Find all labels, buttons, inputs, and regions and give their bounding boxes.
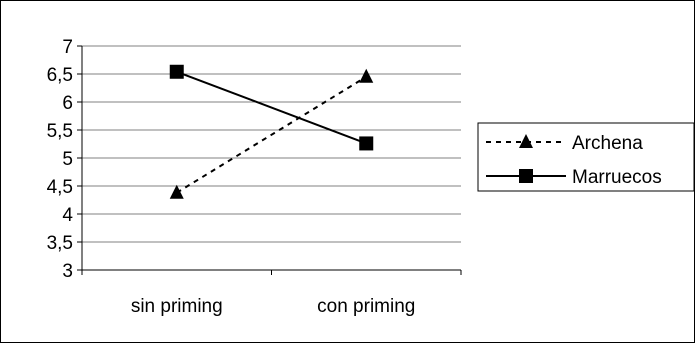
data-point-marruecos <box>359 136 374 151</box>
series-lines <box>169 64 374 199</box>
x-axis-ticks: sin priming con priming <box>81 270 462 317</box>
legend-swatch-marker <box>519 169 533 183</box>
data-point-marruecos <box>169 64 184 79</box>
y-axis-ticks: 3 3,5 4 4,5 5 5,5 6 6,5 7 <box>47 37 82 282</box>
grid-lines <box>82 45 461 271</box>
x-tick-label: sin priming <box>131 296 223 317</box>
y-tick-label: 6,5 <box>47 65 73 86</box>
legend-label: Archena <box>572 133 643 154</box>
data-point-archena <box>169 184 184 199</box>
y-tick-label: 3 <box>62 261 73 282</box>
y-tick-label: 5 <box>62 149 73 170</box>
legend-label: Marruecos <box>572 167 662 188</box>
y-tick-label: 4,5 <box>47 177 73 198</box>
x-tick-label: con priming <box>317 296 415 317</box>
series-line-marruecos <box>176 70 367 145</box>
data-point-archena <box>359 68 374 83</box>
y-tick-label: 4 <box>62 205 73 226</box>
y-tick-label: 6 <box>62 93 73 114</box>
legend-box <box>477 122 695 192</box>
legend: Archena Marruecos <box>477 122 695 192</box>
series-line-archena <box>176 75 367 194</box>
y-tick-label: 7 <box>62 37 73 58</box>
legend-swatch-marker <box>519 134 533 148</box>
y-tick-label: 5,5 <box>47 121 73 142</box>
y-tick-label: 3,5 <box>47 233 73 254</box>
